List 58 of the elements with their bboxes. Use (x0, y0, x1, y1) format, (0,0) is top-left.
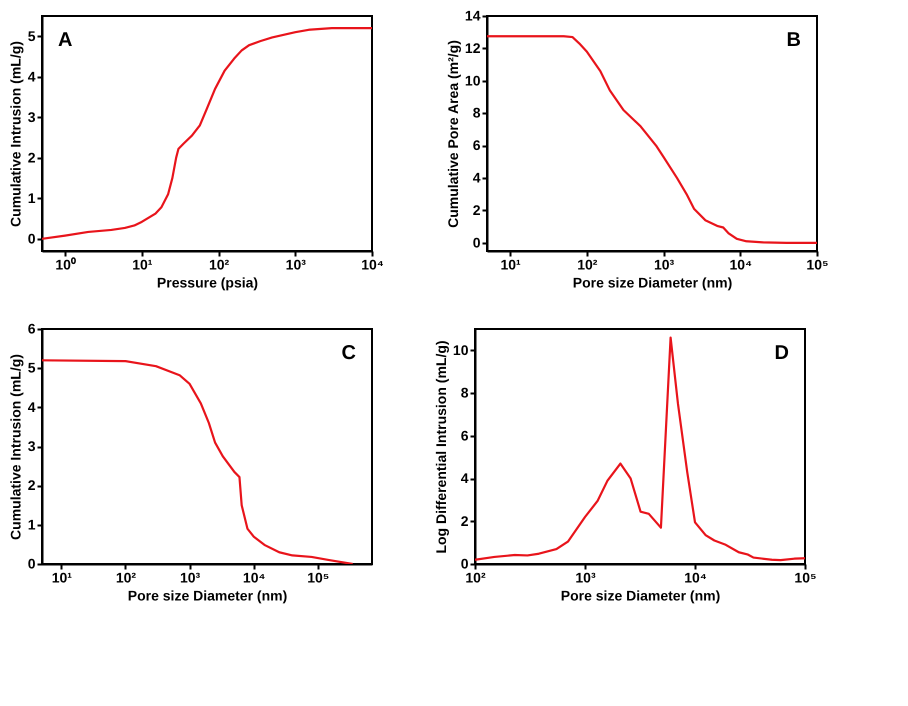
y-tick-label: 4 (28, 398, 36, 415)
annotation: B (786, 29, 801, 51)
x-tick-label: 10¹ (52, 570, 72, 586)
x-tick-label: 10⁴ (242, 570, 266, 586)
y-axis-title: Cumulative Pore Area (m²/g) (444, 40, 461, 228)
annotation: C (342, 342, 356, 364)
x-tick-label: 10² (465, 570, 486, 586)
y-tick-label: 10 (464, 72, 481, 88)
y-tick-label: 3 (28, 108, 36, 125)
y-tick-label: 10 (452, 342, 469, 358)
y-tick-label: 5 (28, 28, 36, 44)
y-tick-label: 4 (472, 170, 481, 186)
y-tick-label: 2 (460, 512, 469, 529)
x-tick-label: 10⁵ (806, 256, 829, 272)
x-tick-label: 10³ (654, 256, 675, 272)
x-tick-label: 10² (208, 256, 230, 272)
x-tick-label: 10³ (286, 256, 306, 272)
annotation: A (58, 29, 72, 51)
y-tick-label: 4 (460, 470, 469, 486)
y-tick-label: 8 (472, 104, 481, 121)
y-tick-label: 2 (472, 202, 481, 218)
y-tick-label: 2 (28, 149, 36, 166)
x-tick-label: 10¹ (132, 256, 153, 272)
x-tick-label: 10² (116, 570, 136, 586)
y-axis-title: Cumulative Intrusion (mL/g) (8, 354, 24, 540)
y-tick-label: 6 (28, 320, 36, 336)
x-axis-title: Pressure (psia) (156, 274, 258, 290)
y-axis-title: Cumulative Intrusion (mL/g) (8, 41, 24, 227)
y-tick-label: 8 (460, 384, 469, 401)
y-tick-label: 3 (28, 438, 36, 454)
x-tick-label: 10⁴ (684, 570, 707, 586)
y-tick-label: 14 (464, 8, 481, 24)
y-tick-label: 6 (472, 137, 481, 154)
x-tick-label: 10⁴ (730, 256, 752, 272)
x-tick-label: 10³ (575, 570, 596, 586)
y-tick-label: 1 (28, 190, 36, 206)
x-axis-title: Pore size Diameter (nm) (572, 274, 732, 290)
x-tick-label: 10¹ (500, 256, 522, 272)
y-tick-label: 0 (472, 234, 481, 250)
y-tick-label: 0 (28, 556, 36, 572)
x-tick-label: 10³ (180, 570, 201, 586)
x-tick-label: 10⁵ (307, 570, 330, 586)
x-tick-label: 10² (577, 256, 598, 272)
y-tick-label: 0 (28, 230, 36, 246)
y-tick-label: 0 (460, 556, 469, 572)
x-axis-title: Pore size Diameter (nm) (560, 588, 720, 604)
x-tick-label: 10⁰ (55, 256, 76, 272)
y-tick-label: 4 (28, 68, 36, 84)
y-tick-label: 2 (28, 477, 36, 494)
y-tick-label: 12 (464, 40, 481, 56)
x-axis-title: Pore size Diameter (nm) (128, 588, 288, 604)
x-tick-label: 10⁵ (794, 570, 817, 586)
x-tick-label: 10⁴ (361, 256, 384, 272)
y-tick-label: 6 (460, 427, 469, 444)
y-tick-label: 5 (28, 360, 36, 376)
annotation: D (774, 342, 789, 364)
y-axis-title: Log Differential Intrusion (mL/g) (432, 340, 449, 554)
y-tick-label: 1 (28, 516, 36, 532)
